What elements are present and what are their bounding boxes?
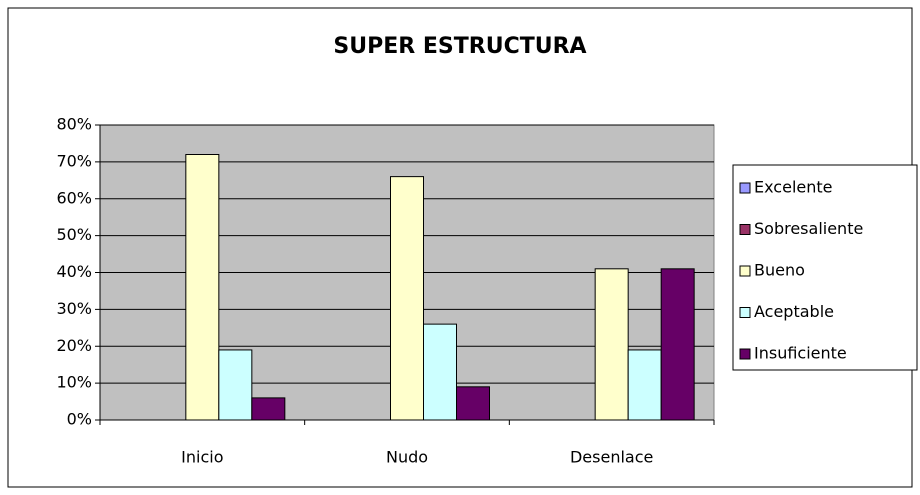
bar xyxy=(390,176,424,421)
y-tick-label: 20% xyxy=(56,336,92,355)
legend-label: Aceptable xyxy=(754,302,834,321)
x-tick-label: Inicio xyxy=(181,448,223,467)
legend-swatch xyxy=(739,307,751,318)
legend-swatch xyxy=(739,224,751,235)
legend-label: Bueno xyxy=(754,261,805,280)
legend-label: Insuficiente xyxy=(754,344,847,363)
bar xyxy=(218,349,253,421)
legend-box xyxy=(732,164,918,371)
legend-swatch xyxy=(739,348,751,360)
bar xyxy=(185,154,220,421)
y-tick-label: 30% xyxy=(56,299,92,318)
bar xyxy=(594,268,629,421)
y-tick-label: 40% xyxy=(56,262,92,281)
legend-label: Sobresaliente xyxy=(754,219,863,238)
legend-label: Excelente xyxy=(754,178,832,197)
legend-swatch xyxy=(739,265,751,277)
bar xyxy=(251,397,286,421)
y-tick-label: 60% xyxy=(56,188,92,207)
y-tick-label: 10% xyxy=(56,373,92,392)
y-tick-label: 70% xyxy=(56,151,92,170)
y-tick-label: 50% xyxy=(56,225,92,244)
bar xyxy=(456,386,490,421)
chart-title: SUPER ESTRUCTURA xyxy=(333,34,586,59)
bar xyxy=(660,268,695,421)
y-tick-label: 80% xyxy=(56,115,92,134)
bar xyxy=(627,349,662,421)
legend-swatch xyxy=(739,182,751,194)
bar xyxy=(423,323,457,421)
x-tick-label: Desenlace xyxy=(570,448,653,467)
y-tick-label: 0% xyxy=(67,410,92,429)
x-tick-label: Nudo xyxy=(386,448,428,467)
